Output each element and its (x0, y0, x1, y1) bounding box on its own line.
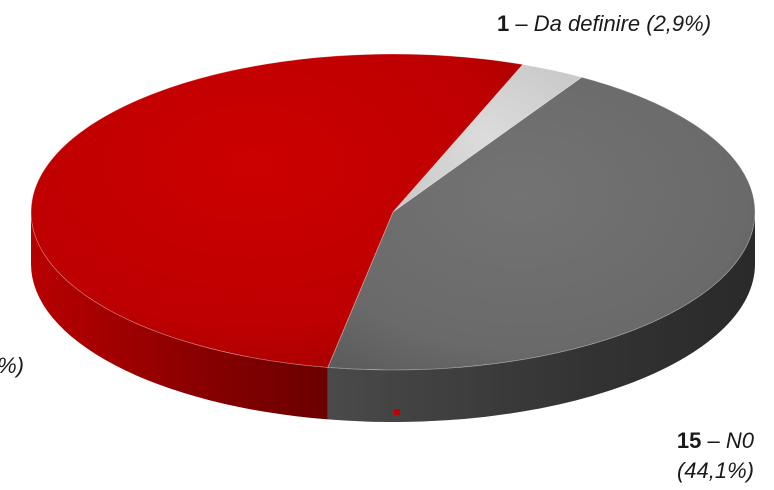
slice-label-n0: 15 – N0 (44,1%) (677, 426, 754, 486)
slice-percent: 9%) (0, 353, 24, 378)
slice-name: Da definire (533, 11, 641, 36)
label-dash: – (707, 428, 726, 453)
slice-label-partial: 9%) (0, 352, 24, 380)
slice-name: N0 (725, 428, 754, 453)
pie-slice-2 (30, 53, 524, 368)
pie-side-1 (327, 212, 755, 423)
label-dash: – (515, 11, 534, 36)
slice-label-line-1: 15 – N0 (677, 426, 754, 456)
pie-slice-0 (392, 64, 583, 213)
slice-count: 15 (676, 428, 702, 453)
slice-percent: (44,1%) (676, 458, 754, 483)
slice-percent: (2,9%) (646, 11, 712, 36)
pie-sides (30, 212, 755, 423)
legend-marker (394, 409, 400, 415)
slice-label-da-definire: 1 – Da definire (2,9%) (497, 10, 711, 38)
pie-side-2 (30, 212, 328, 420)
pie-slice-1 (327, 76, 756, 371)
pie-tops (30, 53, 756, 371)
slice-count: 1 (497, 11, 510, 36)
